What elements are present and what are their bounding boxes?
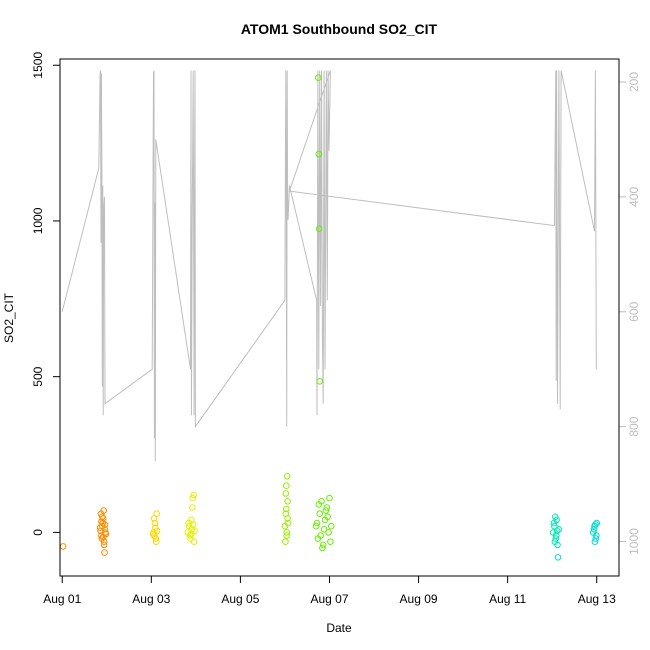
- x-tick-label: Aug 01: [43, 592, 81, 606]
- grey-line-series: [61, 70, 597, 462]
- data-point: [592, 521, 599, 528]
- data-point: [190, 538, 198, 546]
- data-point: [283, 505, 290, 513]
- right-axis-tick-label: 400: [627, 187, 641, 207]
- data-point: [149, 530, 157, 538]
- data-point: [101, 521, 109, 528]
- data-point: [553, 527, 561, 535]
- data-point: [152, 538, 160, 546]
- data-point: [283, 473, 291, 480]
- data-point: [283, 482, 290, 490]
- data-point: [320, 526, 328, 533]
- data-point: [284, 519, 292, 527]
- data-point: [313, 519, 321, 527]
- x-tick-label: Aug 11: [489, 592, 526, 606]
- x-tick-label: Aug 05: [221, 592, 259, 606]
- data-point: [101, 549, 108, 556]
- x-tick-label: Aug 07: [310, 592, 348, 606]
- data-point: [185, 519, 192, 527]
- data-point: [98, 532, 105, 539]
- data-point: [189, 504, 196, 511]
- data-point: [283, 532, 291, 539]
- data-point: [319, 541, 327, 549]
- scatter-points: [60, 74, 601, 561]
- data-point: [151, 532, 158, 539]
- data-point: [282, 490, 290, 497]
- right-axis-tick-label: 600: [627, 301, 641, 321]
- data-point: [189, 521, 197, 528]
- data-point: [552, 513, 559, 521]
- data-point: [325, 529, 332, 536]
- data-point: [316, 510, 324, 518]
- data-point: [99, 533, 107, 541]
- data-point: [590, 526, 598, 533]
- y-axis-label: SO2_CIT: [2, 292, 16, 343]
- data-point: [190, 491, 197, 499]
- data-point: [96, 524, 104, 532]
- right-axis-tick-label: 800: [627, 416, 641, 436]
- data-point: [186, 532, 194, 539]
- data-point: [316, 378, 324, 385]
- data-point: [324, 513, 332, 521]
- data-point: [323, 504, 331, 511]
- data-point: [552, 535, 560, 542]
- data-point: [328, 522, 335, 530]
- data-point: [100, 541, 108, 549]
- data-point: [591, 538, 599, 546]
- data-point: [593, 532, 600, 539]
- data-point: [283, 529, 291, 536]
- data-point: [282, 538, 289, 546]
- line-series-path: [61, 70, 597, 462]
- y-tick-label: 0: [31, 529, 45, 536]
- data-point: [593, 519, 601, 527]
- data-point: [315, 225, 323, 232]
- data-point: [284, 498, 291, 505]
- data-point: [99, 513, 106, 521]
- data-point: [322, 507, 330, 514]
- data-point: [312, 522, 320, 530]
- data-point: [326, 494, 333, 502]
- right-axis-tick-label: 1000: [627, 528, 641, 555]
- right-axis-tick-label: 200: [627, 72, 641, 92]
- data-point: [317, 532, 324, 539]
- chart-title: ATOM1 Southbound SO2_CIT: [241, 21, 438, 37]
- data-point: [284, 515, 291, 522]
- x-tick-label: Aug 09: [400, 592, 438, 606]
- data-point: [315, 74, 322, 81]
- data-point: [555, 526, 563, 533]
- data-point: [191, 527, 198, 535]
- data-point: [554, 554, 562, 561]
- data-point: [319, 544, 326, 552]
- data-point: [592, 535, 600, 542]
- y-tick-label: 500: [31, 366, 45, 386]
- y-tick-label: 1500: [31, 52, 45, 79]
- data-point: [153, 510, 160, 518]
- data-point: [327, 538, 334, 546]
- data-point: [150, 515, 158, 522]
- data-point: [98, 535, 106, 542]
- axes: Aug 01 Aug 03 Aug 05 Aug 07 Aug 09 Aug 11 Aug …: [31, 52, 641, 606]
- x-tick-label: Aug 13: [578, 592, 616, 606]
- data-point: [60, 543, 67, 550]
- data-point: [315, 501, 323, 508]
- data-point: [153, 527, 161, 535]
- data-point: [281, 522, 289, 530]
- y-tick-label: 1000: [31, 207, 45, 234]
- data-point: [151, 519, 159, 527]
- data-point: [550, 519, 558, 527]
- data-point: [315, 150, 323, 158]
- data-point: [100, 507, 107, 514]
- x-tick-label: Aug 03: [132, 592, 170, 606]
- data-point: [551, 538, 559, 546]
- plot-frame: [59, 58, 620, 577]
- data-point: [552, 532, 560, 539]
- x-axis-label: Date: [326, 621, 352, 635]
- data-point: [189, 494, 196, 502]
